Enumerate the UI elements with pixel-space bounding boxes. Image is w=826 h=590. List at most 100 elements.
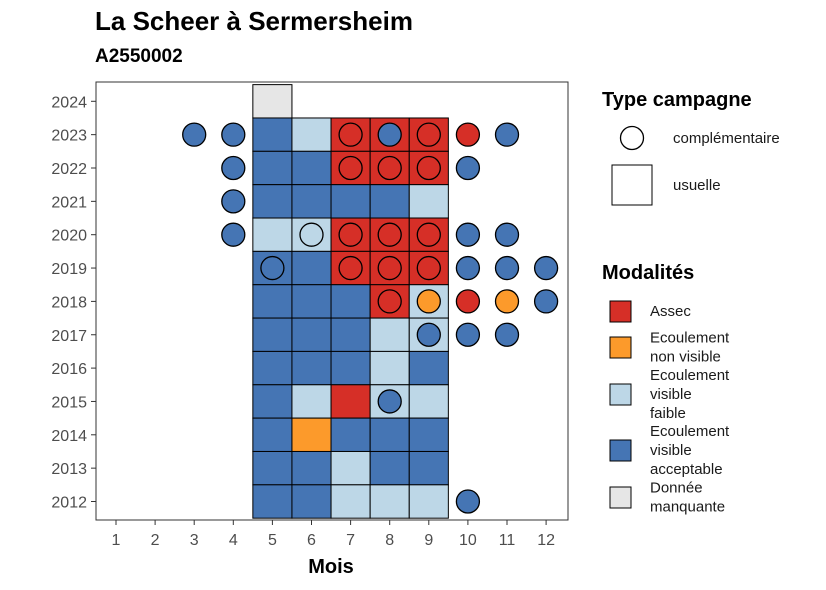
tile-2021-8 — [369, 184, 410, 219]
x-tick-label: 12 — [537, 532, 555, 549]
point-2022-9 — [416, 155, 441, 181]
x-tick-label: 11 — [499, 532, 516, 549]
tile-2015-7 — [330, 384, 371, 419]
y-tick-label: 2020 — [51, 228, 87, 245]
tile-2023-6 — [291, 117, 332, 152]
legend-fill-label: non visible — [650, 349, 721, 366]
point-2023-11 — [494, 122, 520, 147]
point-2020-4 — [221, 222, 246, 247]
tile-2021-6 — [291, 184, 332, 219]
legend-fill-key — [609, 383, 632, 406]
point-2020-11 — [494, 222, 520, 247]
legend-fill-label: Assec — [650, 303, 691, 320]
legend-fill-key — [609, 300, 632, 323]
legend-shape-label: usuelle — [673, 177, 721, 194]
tile-2019-6 — [291, 250, 332, 286]
tile-2016-7 — [330, 350, 371, 386]
point-2020-7 — [338, 222, 363, 247]
point-2020-8 — [377, 222, 402, 247]
point-2015-8 — [377, 389, 402, 414]
point-2018-12 — [533, 289, 559, 314]
tile-2016-9 — [408, 350, 449, 386]
legend-shape-label: complémentaire — [673, 130, 780, 147]
tile-2018-5 — [252, 284, 293, 319]
point-2023-9 — [416, 122, 441, 147]
tile-2014-7 — [330, 417, 371, 452]
x-tick-label: 9 — [424, 532, 433, 549]
tile-2013-8 — [369, 450, 410, 486]
y-tick-label: 2015 — [51, 394, 87, 411]
point-2018-8 — [377, 289, 402, 314]
point-2020-10 — [455, 222, 481, 247]
point-2023-3 — [182, 122, 207, 147]
point-2023-7 — [338, 122, 363, 147]
tile-2018-7 — [330, 284, 371, 319]
tile-2022-6 — [291, 150, 332, 186]
y-tick-label: 2013 — [51, 461, 87, 478]
legend-fill-label: Donnée — [650, 480, 703, 497]
point-2022-7 — [338, 155, 363, 181]
legend-fill-label: Ecoulement — [650, 330, 730, 347]
chart-subtitle: A2550002 — [95, 46, 183, 67]
tile-2016-8 — [369, 350, 410, 386]
tile-2017-6 — [291, 317, 332, 352]
legend-fill-title: Modalités — [602, 262, 694, 284]
point-2018-9 — [416, 289, 441, 314]
tile-2016-5 — [252, 350, 293, 386]
tile-2021-5 — [252, 184, 293, 219]
tile-2017-8 — [369, 317, 410, 352]
legend-fill-key — [609, 336, 632, 359]
tile-2015-6 — [291, 384, 332, 419]
point-2019-7 — [338, 255, 363, 281]
x-tick-label: 8 — [385, 532, 394, 549]
tile-2018-6 — [291, 284, 332, 319]
tile-2013-9 — [408, 450, 449, 486]
tile-2012-9 — [408, 484, 449, 519]
point-2019-9 — [416, 255, 441, 281]
y-tick-label: 2019 — [51, 261, 87, 278]
legend-fill-label: Ecoulement — [650, 367, 730, 384]
legend-square-key — [611, 164, 653, 206]
x-tick-label: 10 — [459, 532, 477, 549]
tile-2017-5 — [252, 317, 293, 352]
point-2023-8 — [377, 122, 402, 147]
y-tick-label: 2012 — [51, 495, 87, 512]
x-tick-label: 4 — [229, 532, 238, 549]
legend-shape-title: Type campagne — [602, 89, 752, 111]
point-2021-4 — [221, 189, 246, 214]
tile-2024-5 — [252, 84, 293, 119]
point-2012-10 — [455, 489, 481, 514]
point-2022-4 — [221, 155, 246, 181]
tile-2022-5 — [252, 150, 293, 186]
legend-fill-label: acceptable — [650, 461, 723, 478]
legend-fill-key — [609, 439, 632, 462]
legend-fill-label: visible — [650, 442, 692, 459]
tile-2021-9 — [408, 184, 449, 219]
point-2017-11 — [494, 322, 520, 347]
x-tick-label: 6 — [307, 532, 316, 549]
tile-2014-6 — [291, 417, 332, 452]
x-tick-label: 2 — [151, 532, 160, 549]
tile-2012-7 — [330, 484, 371, 519]
tile-2013-6 — [291, 450, 332, 486]
tile-2020-5 — [252, 217, 293, 252]
x-tick-label: 5 — [268, 532, 277, 549]
point-2023-10 — [455, 122, 481, 147]
point-2022-10 — [455, 155, 481, 181]
legend-fill-key — [609, 486, 632, 509]
x-tick-label: 7 — [346, 532, 355, 549]
legend-fill-label: manquante — [650, 499, 725, 516]
tile-2012-8 — [369, 484, 410, 519]
point-2017-10 — [455, 322, 481, 347]
legend-circle-key — [619, 125, 645, 151]
point-2019-12 — [533, 255, 559, 281]
x-tick-label: 1 — [112, 532, 121, 549]
legends: Type campagne complémentaire usuelle Modali… — [602, 89, 780, 516]
tile-2013-7 — [330, 450, 371, 486]
point-2018-11 — [494, 289, 520, 314]
y-tick-label: 2024 — [51, 94, 87, 111]
axes: 1 2 3 4 5 6 7 8 9 10 11 122012201320142015201620172… — [51, 94, 555, 549]
point-2019-11 — [494, 255, 520, 281]
y-tick-label: 2021 — [51, 194, 87, 211]
point-2022-8 — [377, 155, 402, 181]
